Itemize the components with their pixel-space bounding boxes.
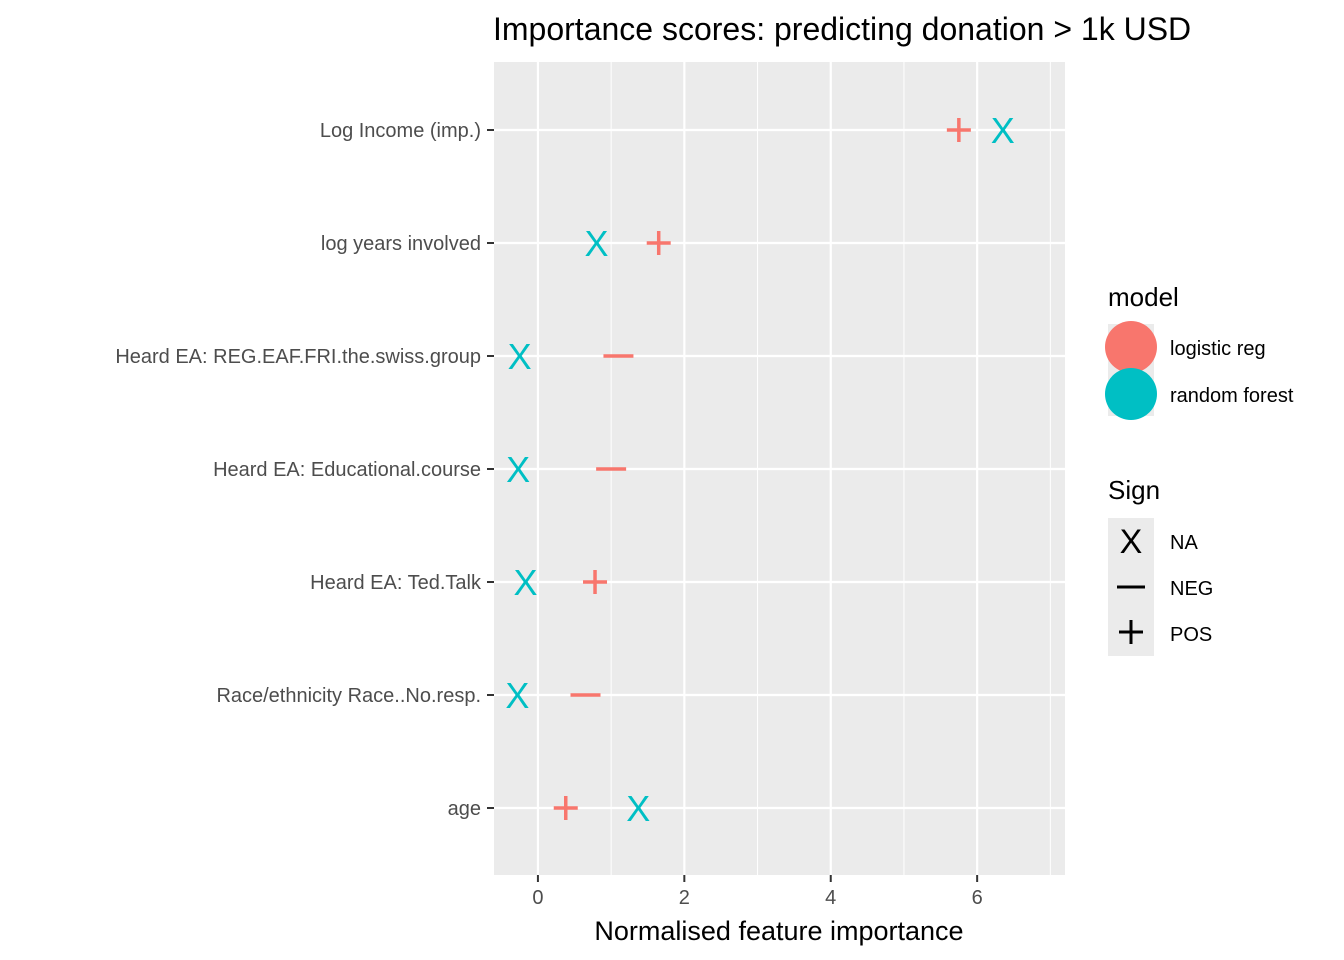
y-axis: Log Income (imp.) log years involved Heard… xyxy=(115,120,494,820)
grid-layer xyxy=(494,62,1065,875)
x-axis: 0 2 4 6 xyxy=(532,875,983,909)
y-tick-label: log years involved xyxy=(321,233,481,255)
x-tick-label: 0 xyxy=(532,887,543,909)
point-na-marker: X xyxy=(584,223,608,264)
points-layer: X X X X X X X xyxy=(505,110,1014,829)
x-axis-title: Normalised feature importance xyxy=(594,916,963,946)
x-tick-label: 6 xyxy=(972,887,983,909)
legend-label-na: NA xyxy=(1170,532,1198,554)
point-na-marker: X xyxy=(513,562,537,603)
x-tick-label: 2 xyxy=(679,887,690,909)
point-na-marker: X xyxy=(991,110,1015,151)
y-tick-label: Heard EA: REG.EAF.FRI.the.swiss.group xyxy=(115,346,481,368)
point-pos-marker xyxy=(583,570,608,594)
chart-title: Importance scores: predicting donation >… xyxy=(493,11,1191,47)
legend-label-pos: POS xyxy=(1170,624,1212,646)
legend-label-random-forest: random forest xyxy=(1170,385,1294,407)
point-pos-marker xyxy=(946,118,971,142)
y-tick-label: Race/ethnicity Race..No.resp. xyxy=(216,685,481,707)
y-tick-label: Log Income (imp.) xyxy=(320,120,481,142)
legend-swatch-random-forest xyxy=(1105,368,1157,420)
legend-sign: Sign X NA NEG POS xyxy=(1108,475,1213,656)
legend-model: model logistic reg random forest xyxy=(1105,282,1294,420)
point-na-marker: X xyxy=(626,788,650,829)
point-na-marker: X xyxy=(506,449,530,490)
x-tick-label: 4 xyxy=(825,887,836,909)
y-tick-label: Heard EA: Ted.Talk xyxy=(310,572,482,594)
point-na-marker: X xyxy=(505,675,529,716)
legend-na-icon: X xyxy=(1120,523,1143,561)
y-tick-label: age xyxy=(448,798,481,820)
point-pos-marker xyxy=(646,231,671,255)
point-pos-marker xyxy=(553,796,578,820)
y-tick-label: Heard EA: Educational.course xyxy=(213,459,481,481)
legend-sign-title: Sign xyxy=(1108,475,1160,505)
legend-model-title: model xyxy=(1108,282,1179,312)
point-na-marker: X xyxy=(508,336,532,377)
legend-label-neg: NEG xyxy=(1170,578,1213,600)
legend-label-logistic-reg: logistic reg xyxy=(1170,338,1266,360)
legend-swatch-logistic-reg xyxy=(1105,321,1157,373)
